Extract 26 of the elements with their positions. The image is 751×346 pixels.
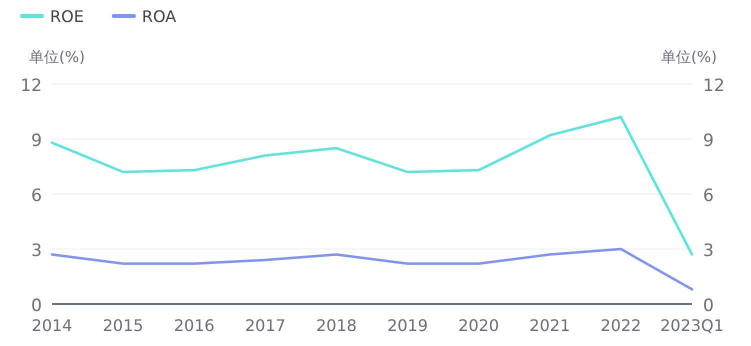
y-tick-label: 12 bbox=[20, 76, 42, 96]
legend-label: ROE bbox=[50, 7, 84, 26]
y-tick-label: 9 bbox=[31, 131, 42, 151]
y2-tick-label: 9 bbox=[703, 131, 714, 151]
x-tick-label: 2017 bbox=[244, 316, 286, 335]
y2-tick-label: 0 bbox=[703, 296, 714, 316]
y2-tick-label: 3 bbox=[703, 241, 714, 261]
legend-label: ROA bbox=[142, 7, 176, 26]
y2-axis-title: 单位(%) bbox=[661, 48, 717, 66]
x-tick-label: 2020 bbox=[458, 316, 500, 335]
x-tick-label: 2021 bbox=[529, 316, 570, 335]
x-tick-label: 2014 bbox=[32, 316, 72, 335]
x-tick-label: 2023Q1 bbox=[660, 316, 724, 335]
x-tick-label: 2015 bbox=[102, 316, 144, 335]
y2-tick-label: 12 bbox=[703, 76, 725, 96]
line-series bbox=[50, 248, 694, 291]
x-tick-label: 2018 bbox=[316, 316, 357, 335]
x-tick-label: 2019 bbox=[387, 316, 428, 335]
y2-tick-label: 6 bbox=[703, 186, 714, 206]
line-series bbox=[50, 116, 694, 256]
y-tick-label: 6 bbox=[31, 186, 42, 206]
y-axis-title: 单位(%) bbox=[29, 48, 85, 66]
x-tick-label: 2016 bbox=[174, 316, 215, 335]
x-tick-label: 2022 bbox=[600, 316, 642, 335]
y-tick-label: 3 bbox=[31, 241, 42, 261]
y-tick-label: 0 bbox=[31, 296, 42, 316]
